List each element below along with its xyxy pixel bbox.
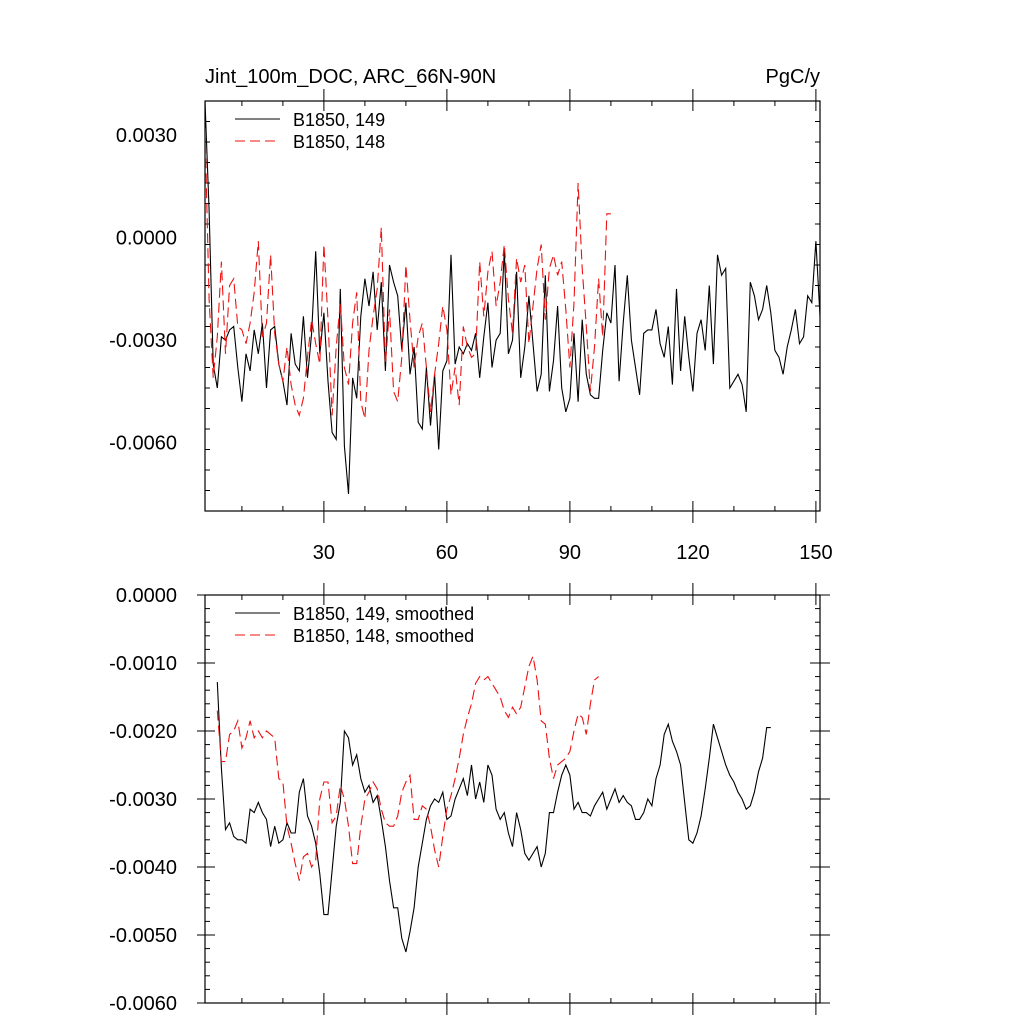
bottom-panel: 0.0000 -0.0010 -0.0020 -0.0030 -0.0040 -0.005… (109, 583, 830, 1015)
x-tick-label: 90 (559, 542, 581, 564)
series-line-2 (216, 654, 599, 881)
y-tick-label: 0.0000 (116, 228, 177, 250)
series-line-1 (205, 101, 820, 494)
y-tick-label: 0.0000 (116, 585, 177, 607)
series-line-1 (216, 681, 771, 953)
x-tick-label: 120 (676, 542, 709, 564)
y-tick-label: -0.0020 (109, 721, 177, 743)
y-tick-label: -0.0030 (109, 789, 177, 811)
y-tick-label: 0.0030 (116, 125, 177, 147)
legend-label-2: B1850, 148, smoothed (293, 626, 474, 646)
y-tick-label: -0.0010 (109, 653, 177, 675)
top-panel: Jint_100m_DOC, ARC_66N-90N PgC/y 30 60 90 120… (109, 66, 832, 564)
legend-label-1: B1850, 149, smoothed (293, 604, 474, 624)
x-tick-label: 150 (799, 542, 832, 564)
x-tick-label: 60 (436, 542, 458, 564)
x-tick-label: 30 (313, 542, 335, 564)
y-tick-label: -0.0050 (109, 925, 177, 947)
y-tick-label: -0.0060 (109, 993, 177, 1015)
legend-label-1: B1850, 149 (293, 110, 385, 130)
chart-units: PgC/y (766, 66, 820, 88)
y-tick-label: -0.0040 (109, 857, 177, 879)
legend-label-2: B1850, 148 (293, 132, 385, 152)
y-tick-label: -0.0030 (109, 330, 177, 352)
series-line-2 (205, 128, 611, 419)
chart-title: Jint_100m_DOC, ARC_66N-90N (205, 66, 496, 88)
y-tick-label: -0.0060 (109, 433, 177, 455)
plot-frame (204, 100, 821, 512)
plot-frame (204, 594, 821, 1004)
